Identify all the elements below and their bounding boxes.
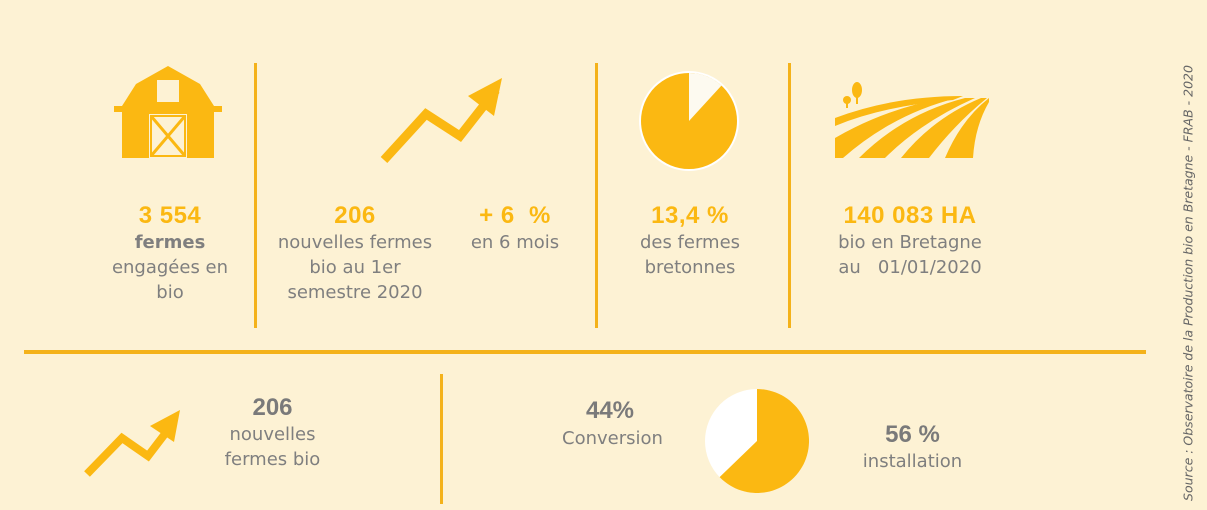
share-label-line1: des fermes <box>639 232 741 253</box>
divider-vertical-bottom <box>440 374 443 504</box>
new-farms-count: 206 <box>334 202 376 229</box>
new-farms-label-line1: nouvelles fermes <box>277 232 433 253</box>
trend-up-arrow-icon <box>378 74 508 166</box>
share-value: 13,4 % <box>651 202 729 229</box>
trend-up-arrow-icon <box>82 406 186 478</box>
divider-vertical-1 <box>254 63 257 328</box>
area-value: 140 083 HA <box>843 202 977 229</box>
conversion-value: 44% <box>585 397 635 424</box>
divider-horizontal <box>24 350 1146 354</box>
area-label: bio en Bretagne au 01/01/2020 <box>810 230 1010 280</box>
growth-label: en 6 mois <box>470 232 560 253</box>
pie-chart-icon <box>638 70 740 172</box>
bottom-new-farms-label: nouvelles fermes bio <box>200 422 345 472</box>
new-farms-label: nouvelles fermes bio au 1er semestre 202… <box>265 230 445 305</box>
farms-label: fermes engagées en bio <box>95 230 245 305</box>
barn-icon <box>112 66 224 158</box>
new-farms-label-line3: semestre 2020 <box>287 282 423 303</box>
divider-vertical-2 <box>595 63 598 328</box>
area-label-line1: bio en Bretagne <box>838 232 982 253</box>
source-text: Source : Observatoire de la Production b… <box>1180 64 1196 501</box>
bottom-new-farms-label-line1: nouvelles <box>229 424 316 445</box>
source-caption: Source : Observatoire de la Production b… <box>1176 65 1200 501</box>
share-label: des fermes bretonnes <box>615 230 765 280</box>
farms-label-line3: bio <box>156 282 184 303</box>
share-label-line2: bretonnes <box>644 257 736 278</box>
farms-count: 3 554 <box>138 202 202 229</box>
divider-vertical-3 <box>788 63 791 328</box>
growth-value: + 6 % <box>479 202 551 229</box>
farms-label-line2: engagées en <box>111 257 229 278</box>
conversion-label: Conversion <box>562 428 663 449</box>
new-farms-label-line2: bio au 1er <box>309 257 401 278</box>
conversion-installation-pie <box>704 388 810 494</box>
area-label-line2: au 01/01/2020 <box>838 257 982 278</box>
installation-value: 56 % <box>885 421 940 448</box>
farms-label-bold: fermes <box>134 232 206 253</box>
bottom-new-farms-count: 206 <box>252 394 293 421</box>
bottom-new-farms-label-line2: fermes bio <box>224 449 321 470</box>
field-icon <box>833 80 989 162</box>
installation-label: installation <box>862 451 963 472</box>
